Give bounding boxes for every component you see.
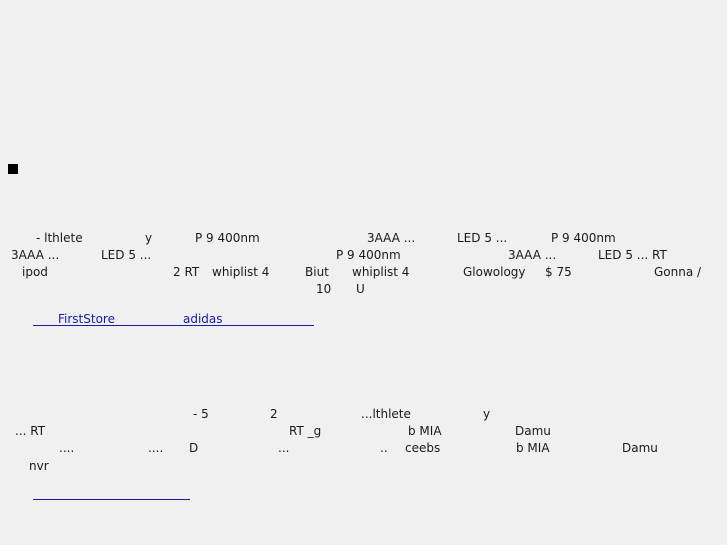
empty-link[interactable] (33, 499, 190, 500)
text-fragment: - 5 (193, 407, 209, 421)
text-fragment: b MIA (516, 441, 550, 455)
text-fragment: 3AAA ... (508, 248, 557, 262)
text-fragment: P 9 400nm (195, 231, 260, 245)
text-fragment: whiplist 4 (212, 265, 270, 279)
text-fragment: Damu (622, 441, 658, 455)
text-fragment: .... (148, 441, 164, 455)
text-fragment: - lthlete (36, 231, 83, 245)
text-fragment: LED 5 ... (457, 231, 508, 245)
text-fragment: Gonna / (654, 265, 702, 279)
link-firststore[interactable]: FirstStore (58, 312, 115, 326)
text-fragment: .. (380, 441, 388, 455)
text-fragment: ...lthlete (361, 407, 411, 421)
text-fragment: Biut (305, 265, 329, 279)
text-fragment: ceebs (405, 441, 441, 455)
text-fragment: y (145, 231, 153, 245)
link-adidas[interactable]: adidas (183, 312, 223, 326)
link-underline (33, 325, 314, 326)
text-fragment: .... (59, 441, 75, 455)
text-fragment: ... (278, 441, 290, 455)
text-fragment: D (189, 441, 199, 455)
text-fragment: ... RT (15, 424, 46, 438)
text-fragment: Damu (515, 424, 551, 438)
text-fragment: RT _g (289, 424, 322, 438)
text-fragment: nvr (29, 459, 49, 473)
text-fragment: 3AAA ... (367, 231, 416, 245)
text-fragment: 3AAA ... (11, 248, 60, 262)
text-fragment: 2 (270, 407, 278, 421)
text-fragment: ipod (22, 265, 48, 279)
text-fragment: 10 (316, 282, 332, 296)
text-fragment: 2 RT (173, 265, 200, 279)
text-fragment: LED 5 ... RT (598, 248, 667, 262)
text-fragment: U (356, 282, 365, 296)
text-fragment: P 9 400nm (336, 248, 401, 262)
text-fragment: LED 5 ... (101, 248, 152, 262)
text-fragment: Glowology (463, 265, 526, 279)
bullet-square (8, 164, 18, 174)
text-fragment: $ 75 (545, 265, 572, 279)
text-fragment: y (483, 407, 491, 421)
text-fragment: P 9 400nm (551, 231, 616, 245)
text-fragment: b MIA (408, 424, 442, 438)
text-fragment: whiplist 4 (352, 265, 410, 279)
